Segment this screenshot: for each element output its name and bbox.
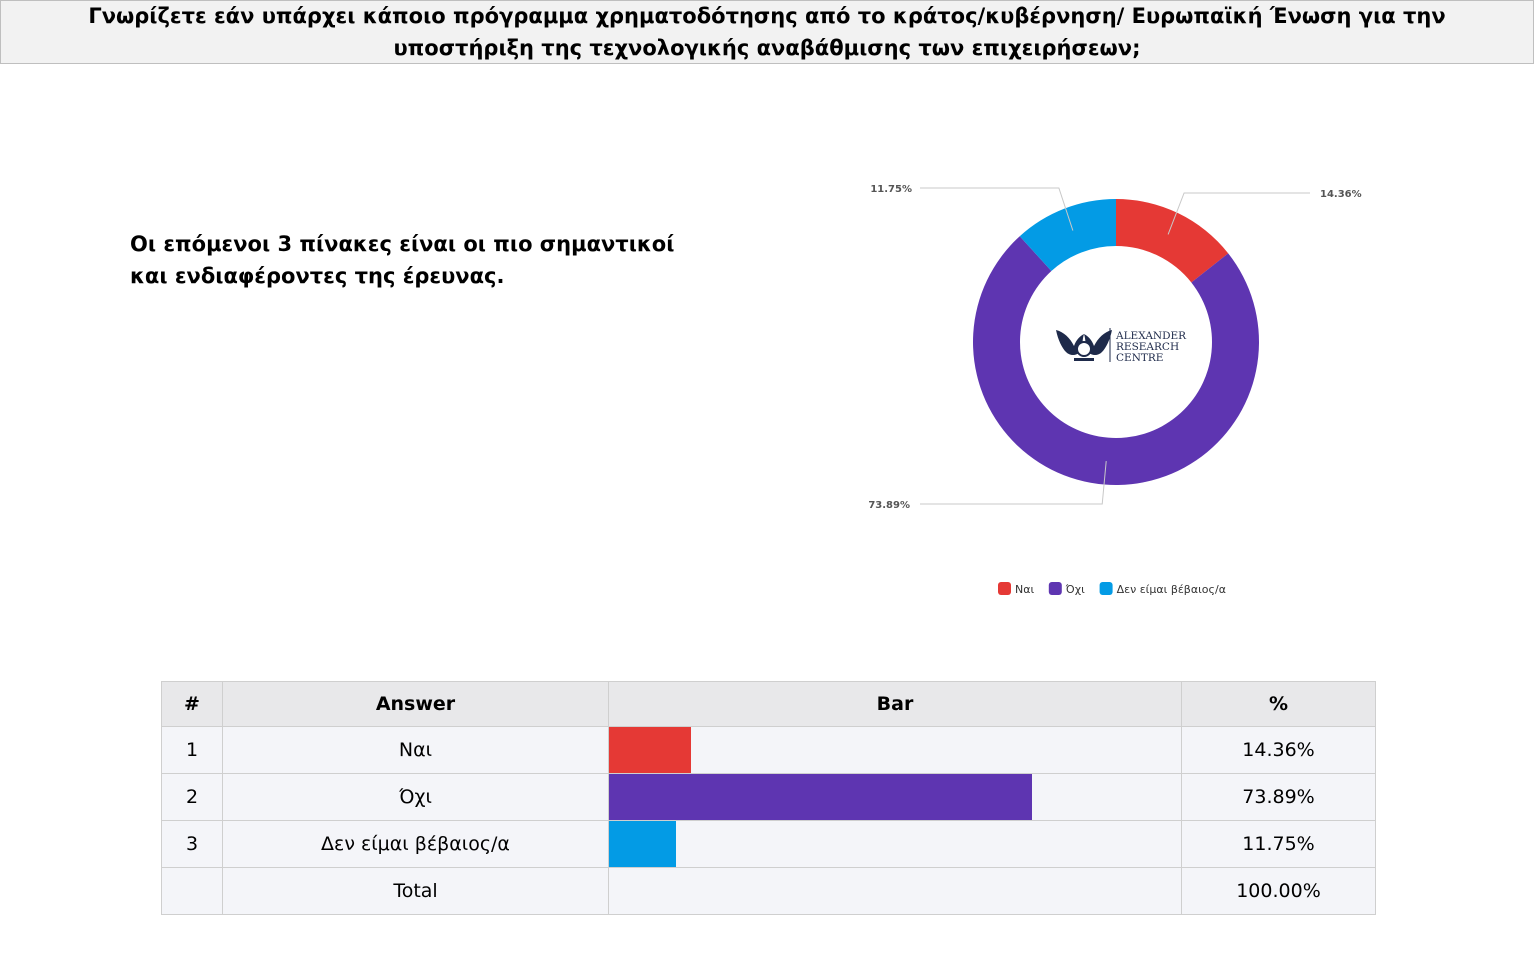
- legend-swatch-2: [1048, 582, 1062, 595]
- table-row: 1 Ναι 14.36%: [161, 726, 1376, 774]
- table-row: 2 Όχι 73.89%: [161, 773, 1376, 821]
- center-logo: ALEXANDER RESEARCH CENTRE: [1056, 328, 1187, 364]
- data-label-leaders: [920, 187, 1310, 505]
- header-num: #: [161, 681, 223, 727]
- row-bar-fill: [609, 727, 692, 773]
- row-pct: 73.89%: [1181, 773, 1376, 821]
- row-answer: Όχι: [222, 773, 609, 821]
- row-answer: Ναι: [222, 726, 609, 774]
- row-bar-fill: [609, 774, 1032, 820]
- chart-legend: Ναι Όχι Δεν είμαι βέβαιος/α: [998, 582, 1226, 596]
- donut-slice-1: [1116, 199, 1229, 283]
- table-total-row: Total 100.00%: [161, 867, 1376, 915]
- logo-text-line-3: CENTRE: [1116, 352, 1163, 364]
- row-pct: 14.36%: [1181, 726, 1376, 774]
- legend-label-1: Ναι: [1015, 583, 1034, 596]
- data-label-3: 11.75%: [870, 184, 912, 195]
- logo-text-line-2: RESEARCH: [1116, 341, 1179, 353]
- data-labels: 14.36% 73.89% 11.75%: [868, 184, 1361, 511]
- row-bar-fill: [609, 821, 677, 867]
- donut-chart: 14.36% 73.89% 11.75% ALEXANDER RESEARCH CE…: [840, 150, 1400, 620]
- table-header-row: # Answer Bar %: [161, 681, 1376, 727]
- header-answer: Answer: [222, 681, 609, 727]
- total-num: [161, 867, 223, 915]
- leader-line-3: [920, 187, 1074, 231]
- header-pct: %: [1181, 681, 1376, 727]
- donut-chart-svg: 14.36% 73.89% 11.75% ALEXANDER RESEARCH CE…: [868, 184, 1361, 596]
- row-bar-cell: [608, 726, 1182, 774]
- eagle-logo-icon: [1056, 330, 1112, 361]
- logo-text-line-1: ALEXANDER: [1115, 330, 1187, 342]
- legend-label-2: Όχι: [1065, 583, 1085, 596]
- legend-label-3: Δεν είμαι βέβαιος/α: [1117, 583, 1226, 596]
- question-header: Γνωρίζετε εάν υπάρχει κάποιο πρόγραμμα χ…: [0, 0, 1534, 64]
- leader-line-1: [1167, 192, 1310, 235]
- legend-swatch-1: [998, 582, 1011, 595]
- intro-line-2: και ενδιαφέροντες της έρευνας.: [130, 264, 505, 288]
- donut-slice-2: [973, 236, 1259, 485]
- leader-line-2: [920, 461, 1107, 505]
- donut-slices: [973, 199, 1259, 485]
- results-table: # Answer Bar % 1 Ναι 14.36% 2 Όχι 73.89%…: [161, 681, 1376, 915]
- total-label: Total: [222, 867, 609, 915]
- data-label-1: 14.36%: [1320, 189, 1362, 200]
- row-bar-cell: [608, 820, 1182, 868]
- total-pct: 100.00%: [1181, 867, 1376, 915]
- row-num: 1: [161, 726, 223, 774]
- intro-line-1: Οι επόμενοι 3 πίνακες είναι οι πιο σημαν…: [130, 232, 675, 256]
- header-bar: Bar: [608, 681, 1182, 727]
- question-title: Γνωρίζετε εάν υπάρχει κάποιο πρόγραμμα χ…: [88, 4, 1446, 60]
- row-answer: Δεν είμαι βέβαιος/α: [222, 820, 609, 868]
- row-num: 3: [161, 820, 223, 868]
- table-row: 3 Δεν είμαι βέβαιος/α 11.75%: [161, 820, 1376, 868]
- donut-slice-3: [1019, 199, 1116, 271]
- intro-text: Οι επόμενοι 3 πίνακες είναι οι πιο σημαν…: [130, 228, 690, 292]
- row-bar-cell: [608, 773, 1182, 821]
- total-bar-cell: [608, 867, 1182, 915]
- row-pct: 11.75%: [1181, 820, 1376, 868]
- data-label-2: 73.89%: [868, 500, 910, 511]
- legend-swatch-3: [1099, 582, 1113, 595]
- row-num: 2: [161, 773, 223, 821]
